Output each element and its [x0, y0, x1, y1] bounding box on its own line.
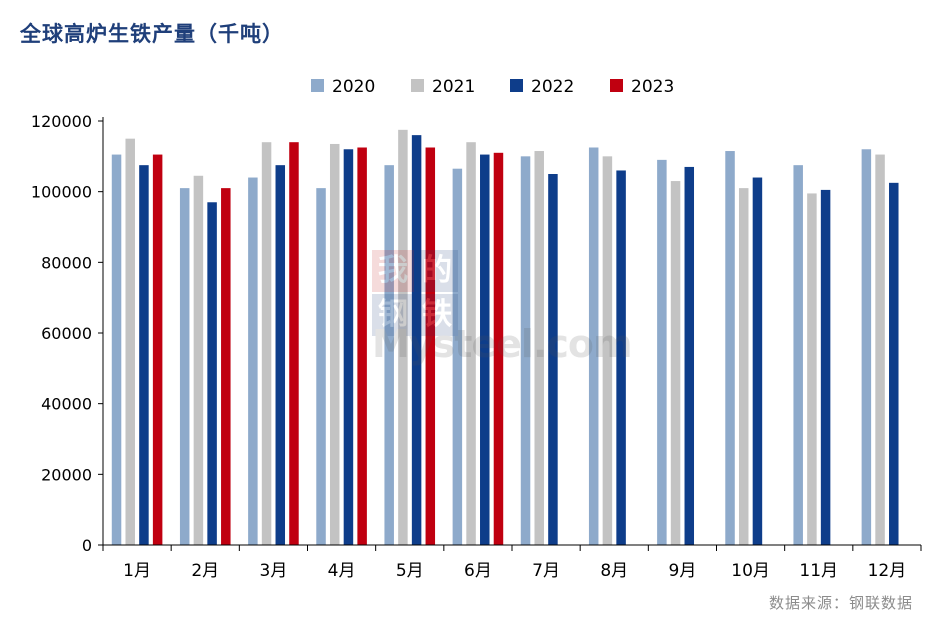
x-tick-label: 10月 — [731, 561, 770, 581]
x-tick-label: 6月 — [464, 561, 492, 581]
bar — [480, 154, 490, 546]
y-axis: 0 20000 40000 60000 80000 100000 120000 — [31, 112, 104, 555]
bar — [889, 182, 899, 546]
y-tick-label: 60000 — [41, 324, 92, 343]
x-tick-label: 3月 — [260, 561, 288, 581]
bar — [534, 151, 544, 546]
bar — [398, 129, 408, 546]
bar — [875, 154, 885, 546]
bar — [493, 152, 504, 546]
legend-swatch — [411, 79, 424, 92]
bar — [466, 142, 476, 545]
bar — [684, 166, 695, 545]
bar — [657, 159, 667, 545]
bar — [602, 156, 613, 546]
x-tick-label: 12月 — [868, 561, 907, 581]
legend-label: 2020 — [332, 77, 375, 97]
bar — [384, 165, 394, 545]
x-tick-label: 1月 — [123, 561, 151, 581]
bar — [289, 142, 299, 545]
bar — [111, 154, 122, 546]
x-tick-label: 4月 — [328, 561, 356, 581]
legend: 2020 2021 2022 2023 — [311, 77, 674, 97]
bar — [738, 188, 749, 545]
x-tick-label: 7月 — [532, 561, 560, 581]
y-tick-label: 120000 — [31, 112, 92, 131]
bar — [548, 174, 558, 545]
x-tick-label: 8月 — [600, 561, 628, 581]
bar — [807, 193, 817, 545]
data-source: 数据来源：钢联数据 — [768, 594, 913, 612]
bar-chart: 2020 2021 2022 2023 0 20000 40000 60000 80000 10… — [31, 77, 922, 581]
bar — [125, 138, 135, 545]
bars — [111, 129, 899, 546]
bar — [179, 188, 190, 545]
bar — [425, 147, 436, 545]
legend-label: 2023 — [631, 77, 674, 97]
bar — [275, 165, 286, 545]
bar — [357, 147, 367, 545]
bar — [152, 154, 163, 546]
x-tick-label: 11月 — [799, 561, 838, 581]
bar — [261, 142, 272, 545]
chart-title: 全球高炉生铁产量（千吨） — [20, 21, 284, 46]
bar — [616, 170, 626, 545]
bar — [520, 156, 531, 546]
bar — [670, 181, 681, 546]
legend-label: 2021 — [432, 77, 475, 97]
x-tick-label: 5月 — [396, 561, 424, 581]
bar — [411, 135, 422, 545]
bar — [861, 149, 872, 545]
bar — [193, 175, 204, 545]
bar — [752, 177, 763, 546]
legend-label: 2022 — [531, 77, 574, 97]
legend-swatch — [610, 79, 623, 92]
bar — [725, 151, 735, 546]
y-tick-label: 0 — [82, 536, 92, 555]
bar — [820, 189, 831, 545]
legend-swatch — [311, 79, 324, 92]
bar — [139, 165, 149, 545]
x-tick-label: 9月 — [669, 561, 697, 581]
bar — [343, 149, 354, 545]
bar — [793, 165, 803, 545]
y-tick-label: 20000 — [41, 465, 92, 484]
bar — [248, 177, 258, 546]
bar — [316, 188, 326, 545]
y-tick-label: 80000 — [41, 253, 92, 272]
bar — [221, 188, 231, 545]
bar — [452, 168, 463, 545]
y-tick-label: 100000 — [31, 183, 92, 202]
x-axis: 1月 2月 3月 4月 5月 6月 7月 8月 9月 10月 11月 12月 — [102, 544, 922, 581]
bar — [588, 147, 599, 545]
bar — [329, 143, 340, 545]
bar — [207, 202, 217, 545]
y-tick-label: 40000 — [41, 395, 92, 414]
x-tick-label: 2月 — [191, 561, 219, 581]
legend-swatch — [510, 79, 523, 92]
